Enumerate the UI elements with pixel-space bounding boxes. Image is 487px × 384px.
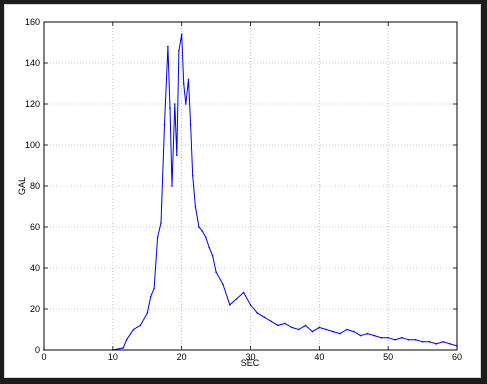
data-point (201, 230, 204, 232)
data-point (263, 316, 266, 319)
y-tick-label: 140 (25, 58, 40, 68)
x-tick-label: 40 (314, 352, 324, 362)
x-tick-label: 10 (108, 352, 118, 362)
chart-frame: 0 10 20 30 40 50 60 0 20 40 60 80 100 120 140 160 SEC G… (4, 4, 481, 378)
data-point (174, 103, 176, 105)
data-point (387, 336, 390, 339)
data-point (149, 295, 152, 298)
data-point (160, 222, 162, 224)
y-axis-label: GAL (17, 177, 27, 195)
data-point (171, 185, 173, 187)
data-point (414, 339, 417, 341)
data-point (222, 283, 224, 286)
y-tick-label: 20 (30, 304, 40, 314)
y-tick-label: 120 (25, 99, 40, 109)
data-point (235, 298, 238, 300)
data-point (380, 336, 383, 339)
data-point (211, 254, 214, 257)
x-tick-label: 50 (383, 352, 393, 362)
data-point (187, 78, 190, 81)
data-point (178, 49, 180, 52)
x-axis-label: SEC (241, 358, 260, 368)
tick-layer: 0 10 20 30 40 50 60 0 20 40 60 80 100 120 140 160 (25, 17, 462, 362)
data-point (185, 103, 187, 105)
data-point (125, 339, 128, 341)
data-point (270, 320, 272, 323)
data-point (169, 107, 171, 109)
data-point (182, 82, 185, 85)
data-point (359, 334, 362, 337)
data-point (242, 291, 245, 294)
data-point (297, 328, 300, 331)
data-point (139, 324, 142, 327)
data-point (421, 341, 424, 343)
series-layer (43, 33, 458, 351)
data-point (194, 205, 197, 208)
data-point (394, 339, 396, 341)
data-point (442, 341, 445, 343)
data-point (256, 312, 259, 314)
data-point (332, 330, 334, 333)
data-point (167, 45, 169, 48)
data-point (318, 326, 321, 329)
data-point (408, 339, 410, 341)
y-tick-label: 160 (25, 17, 40, 27)
data-point (215, 271, 217, 273)
data-point (428, 341, 431, 343)
x-tick-label: 60 (452, 352, 462, 362)
data-point (180, 33, 183, 36)
data-point (449, 343, 451, 345)
grid-lines (44, 22, 457, 350)
y-tick-label: 40 (30, 263, 40, 273)
y-tick-label: 100 (25, 140, 40, 150)
x-tick-label: 20 (177, 352, 187, 362)
data-point (205, 236, 207, 239)
data-point (401, 336, 403, 339)
data-point (291, 326, 293, 329)
y-tick-label: 0 (35, 345, 40, 355)
y-tick-label: 60 (30, 222, 40, 232)
data-point (122, 347, 124, 349)
data-point (229, 304, 231, 306)
data-point (156, 236, 159, 239)
y-tick-label: 80 (30, 181, 40, 191)
data-point (146, 312, 149, 314)
data-point (198, 226, 200, 228)
series-line (44, 34, 458, 351)
data-point (353, 330, 355, 333)
x-tick-label: 30 (245, 352, 255, 362)
data-point (249, 304, 252, 306)
data-point (176, 154, 178, 157)
data-point (325, 328, 328, 331)
line-chart: 0 10 20 30 40 50 60 0 20 40 60 80 100 120 140 160 SEC G… (17, 17, 462, 368)
data-point (191, 175, 194, 177)
data-point (304, 324, 307, 327)
data-point (339, 332, 341, 335)
data-point (277, 324, 279, 327)
x-tick-label: 0 (41, 352, 46, 362)
data-point (284, 322, 286, 325)
data-point (373, 334, 376, 337)
data-point (366, 332, 369, 335)
data-point (132, 328, 135, 331)
data-point (311, 330, 314, 333)
data-point (189, 123, 192, 126)
data-point (208, 246, 210, 249)
data-point (346, 328, 348, 331)
data-point (435, 343, 438, 345)
data-point (163, 123, 166, 126)
data-point (153, 287, 155, 290)
